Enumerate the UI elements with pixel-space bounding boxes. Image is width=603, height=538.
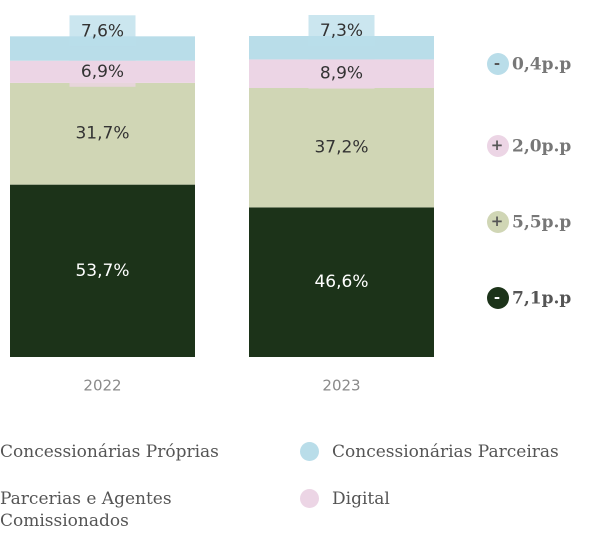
annotation-text: 5,5p.p (512, 213, 571, 233)
annotation-sign: - (494, 54, 500, 72)
legend-marker (300, 489, 319, 508)
value-label: 53,7% (75, 261, 129, 281)
label-box (69, 55, 136, 87)
annotation-text: 2,0p.p (512, 137, 571, 157)
annotation-text: 0,4p.p (512, 55, 571, 75)
legend-item: Concessionárias Próprias (0, 441, 268, 463)
annotation-dot (487, 287, 509, 309)
annotation-sign: + (491, 136, 504, 154)
legend-marker (300, 442, 319, 461)
label-box (308, 15, 375, 46)
annotation-sign: + (491, 212, 504, 230)
bar-segment (249, 207, 434, 357)
value-label: 7,6% (81, 21, 124, 41)
legend-label: Concessionárias Parceiras (332, 442, 559, 462)
label-box (69, 15, 136, 47)
annotation-dot (487, 53, 509, 75)
value-label: 31,7% (75, 124, 129, 144)
annotation-dot (487, 135, 509, 157)
label-box (308, 57, 375, 89)
value-label: 37,2% (314, 138, 368, 158)
chart: 53,7% 31,7% 6,9% 7,6% 2022 46,6% 37,2% 8,9% 7,3%… (10, 15, 571, 395)
legend-label: Parcerias e Agentes Comissionados (0, 489, 172, 531)
legend-item: Digital (300, 488, 500, 510)
value-label: 8,9% (320, 64, 363, 84)
x-tick-label: 2022 (83, 377, 121, 395)
value-label: 46,6% (314, 272, 368, 292)
bar-segment (249, 36, 434, 60)
annotation-dot (487, 211, 509, 233)
legend-item: Parcerias e Agentes Comissionados (0, 488, 208, 532)
legend-label: Concessionárias Próprias (0, 442, 219, 462)
value-label: 7,3% (320, 21, 363, 41)
bar-segment (249, 88, 434, 208)
value-label: 6,9% (81, 62, 124, 82)
x-tick-label: 2023 (322, 377, 360, 395)
legend-label: Digital (332, 489, 390, 509)
bar-segment (10, 82, 195, 185)
annotation-sign: - (494, 288, 500, 306)
legend-item: Concessionárias Parceiras (300, 441, 600, 463)
annotation-text: 7,1p.p (512, 289, 571, 309)
bar-segment (10, 184, 195, 357)
